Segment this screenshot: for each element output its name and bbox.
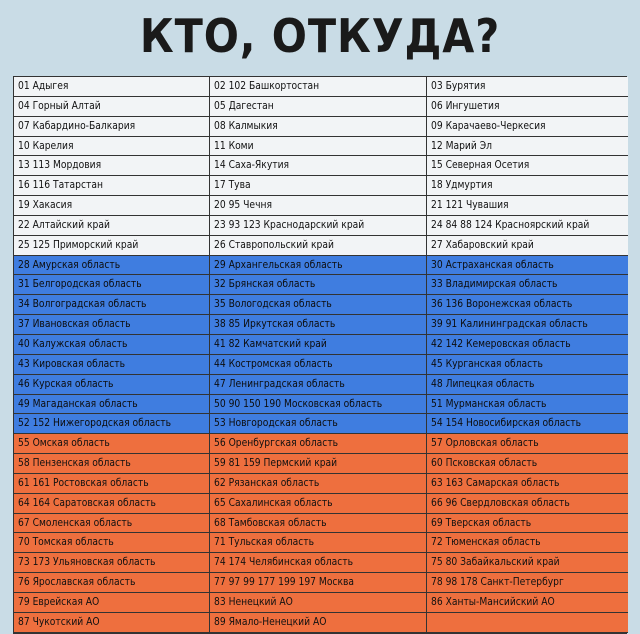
table-cell: 51 Мурманская область — [427, 394, 628, 415]
table-cell: 45 Курганская область — [427, 354, 628, 375]
table-cell: 01 Адыгея — [14, 77, 210, 97]
table-cell: 19 Хакасия — [14, 196, 210, 216]
table-cell: 29 Архангельская область — [210, 255, 427, 276]
table-cell: 76 Ярославская область — [14, 573, 210, 593]
table-cell: 70 Томская область — [14, 533, 210, 554]
table-cell: 10 Карелия — [14, 136, 210, 157]
table-cell: 32 Брянская область — [210, 275, 427, 296]
table-cell: 43 Кировская область — [14, 354, 210, 375]
table-cell: 69 Тверская область — [427, 513, 628, 534]
region-code-table: 01 Адыгея 02 102 Башкортостан 03 Бурятия 04… — [13, 76, 628, 634]
table-cell: 67 Смоленская область — [14, 513, 210, 534]
table-cell: 60 Псковская область — [427, 454, 628, 474]
table-cell: 44 Костромская область — [210, 354, 427, 375]
table-cell: 06 Ингушетия — [427, 96, 628, 117]
table-cell: 35 Вологодская область — [210, 295, 427, 316]
table-cell: 41 82 Камчатский край — [210, 334, 427, 355]
table-cell: 31 Белгородская область — [14, 275, 210, 296]
table-cell: 33 Владимирская область — [427, 275, 628, 296]
table-cell: 13 113 Мордовия — [14, 156, 210, 177]
table-cell: 74 174 Челябинская область — [210, 553, 427, 574]
table-cell: 12 Марий Эл — [427, 136, 628, 157]
table-cell: 08 Калмыкия — [210, 116, 427, 137]
table-cell: 22 Алтайский край — [14, 215, 210, 236]
table-cell: 38 85 Иркутская область — [210, 315, 427, 335]
table-cell: 39 91 Калининградская область — [427, 315, 628, 335]
table-cell: 34 Волгоградская область — [14, 295, 210, 316]
table-cell: 04 Горный Алтай — [14, 96, 210, 117]
table-cell: 21 121 Чувашия — [427, 196, 628, 216]
table-cell: 79 Еврейская АО — [14, 592, 210, 613]
table-cell: 63 163 Самарская область — [427, 473, 628, 494]
table-cell: 61 161 Ростовская область — [14, 473, 210, 494]
table-cell: 27 Хабаровский край — [427, 235, 628, 256]
table-cell: 66 96 Свердловская область — [427, 493, 628, 514]
table-cell: 58 Пензенская область — [14, 454, 210, 474]
table-cell: 47 Ленинградская область — [210, 374, 427, 395]
table-cell: 59 81 159 Пермский край — [210, 454, 427, 474]
table-cell: 05 Дагестан — [210, 96, 427, 117]
table-cell: 36 136 Воронежская область — [427, 295, 628, 316]
table-cell: 86 Ханты-Мансийский АО — [427, 592, 628, 613]
table-cell: 52 152 Нижегородская область — [14, 414, 210, 435]
table-cell: 09 Карачаево-Черкесия — [427, 116, 628, 137]
table-cell: 54 154 Новосибирская область — [427, 414, 628, 435]
table-cell: 53 Новгородская область — [210, 414, 427, 435]
table-cell: 50 90 150 190 Московская область — [210, 394, 427, 415]
table-cell: 16 116 Татарстан — [14, 176, 210, 197]
table-cell: 37 Ивановская область — [14, 315, 210, 335]
table-cell: 68 Тамбовская область — [210, 513, 427, 534]
table-cell: 55 Омская область — [14, 434, 210, 455]
table-cell: 23 93 123 Краснодарский край — [210, 215, 427, 236]
table-cell: 46 Курская область — [14, 374, 210, 395]
table-cell: 72 Тюменская область — [427, 533, 628, 554]
table-cell: 18 Удмуртия — [427, 176, 628, 197]
table-cell: 71 Тульская область — [210, 533, 427, 554]
page-title: КТО, ОТКУДА? — [139, 9, 501, 63]
table-cell: 42 142 Кемеровская область — [427, 334, 628, 355]
table-cell: 07 Кабардино-Балкария — [14, 116, 210, 137]
table-cell: 48 Липецкая область — [427, 374, 628, 395]
table-cell: 75 80 Забайкальский край — [427, 553, 628, 574]
table-cell: 24 84 88 124 Красноярский край — [427, 215, 628, 236]
table-cell: 49 Магаданская область — [14, 394, 210, 415]
table-cell: 28 Амурская область — [14, 255, 210, 276]
table-cell: 57 Орловская область — [427, 434, 628, 455]
table-cell: 83 Ненецкий АО — [210, 592, 427, 613]
table-cell: 02 102 Башкортостан — [210, 77, 427, 97]
table-cell: 03 Бурятия — [427, 77, 628, 97]
table-cell: 17 Тува — [210, 176, 427, 197]
table-cell: 62 Рязанская область — [210, 473, 427, 494]
table-cell: 26 Ставропольский край — [210, 235, 427, 256]
table-cell: 64 164 Саратовская область — [14, 493, 210, 514]
table-cell: 65 Сахалинская область — [210, 493, 427, 514]
table-cell: 20 95 Чечня — [210, 196, 427, 216]
table-cell: 11 Коми — [210, 136, 427, 157]
table-cell: 78 98 178 Санкт-Петербург — [427, 573, 628, 593]
table-cell: 25 125 Приморский край — [14, 235, 210, 256]
table-cell: 73 173 Ульяновская область — [14, 553, 210, 574]
table-cell: 56 Оренбургская область — [210, 434, 427, 455]
table-cell: 15 Северная Осетия — [427, 156, 628, 177]
table-cell: 77 97 99 177 199 197 Москва — [210, 573, 427, 593]
table-cell: 30 Астраханская область — [427, 255, 628, 276]
table-cell: 14 Саха-Якутия — [210, 156, 427, 177]
table-cell: 40 Калужская область — [14, 334, 210, 355]
